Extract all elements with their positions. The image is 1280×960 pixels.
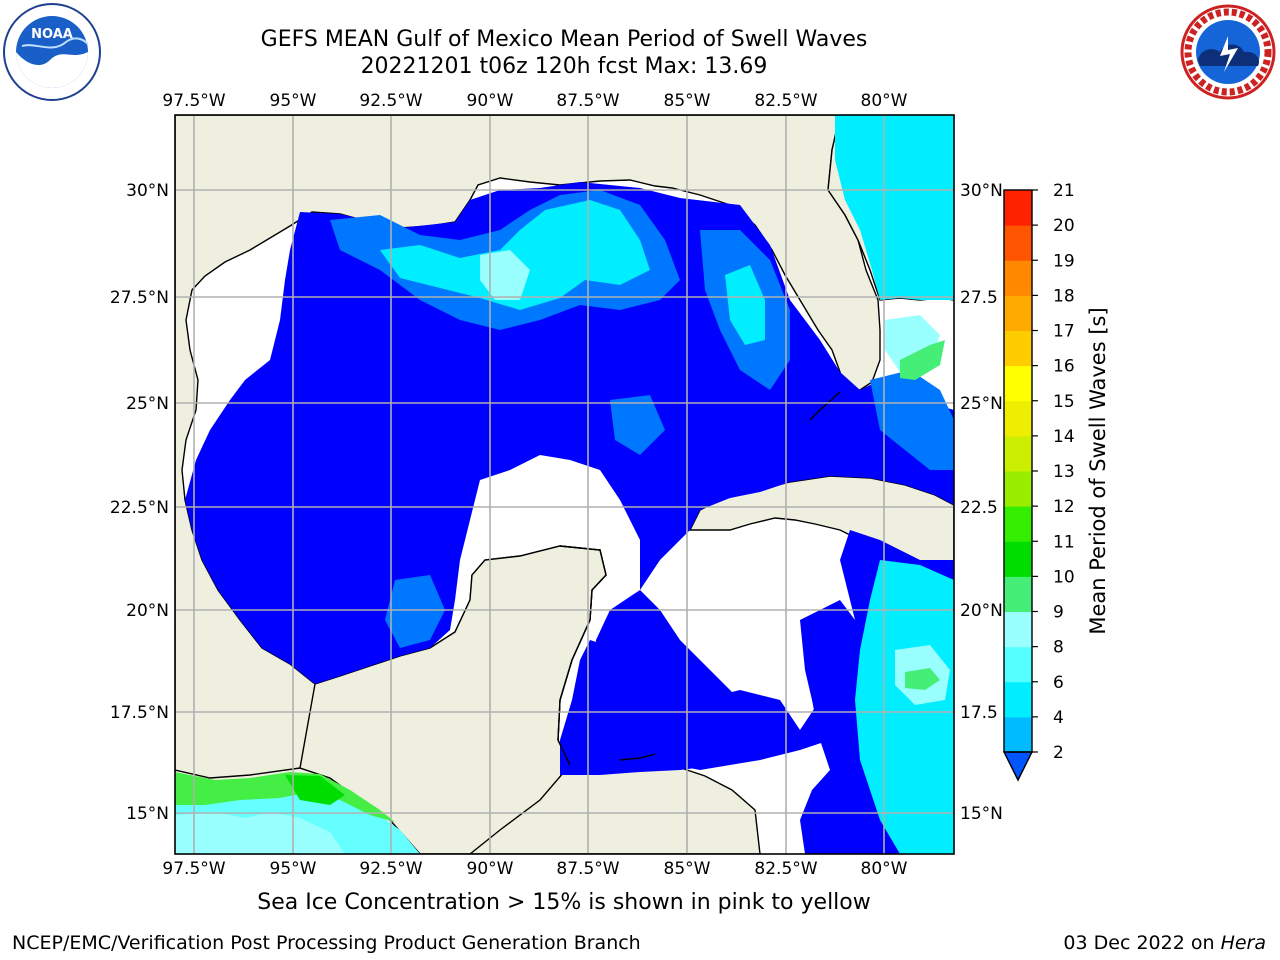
colorbar-bin <box>1004 260 1032 296</box>
lon-labels-top: 97.5°W 95°W 92.5°W 90°W 87.5°W 85°W 82.5… <box>162 91 907 111</box>
swell-region-2-4s-south <box>560 640 800 775</box>
colorbar-tick-label: 20 <box>1053 216 1075 236</box>
colorbar-bin <box>1004 611 1032 648</box>
colorbar-tick-label: 6 <box>1053 673 1064 693</box>
sea-ice-note: Sea Ice Concentration > 15% is shown in … <box>257 890 871 915</box>
lon-label-top: 80°W <box>861 91 908 111</box>
date-text: 03 Dec 2022 on Hera <box>1063 932 1266 954</box>
lat-label-right: 25°N <box>960 394 1003 414</box>
colorbar-tick-label: 19 <box>1053 251 1075 271</box>
credit-text: NCEP/EMC/Verification Post Processing Pr… <box>12 932 641 954</box>
colorbar-tick-label: 8 <box>1053 638 1064 658</box>
colorbar-bin <box>1004 646 1032 683</box>
lat-label-left: 25°N <box>126 394 169 414</box>
lat-label-right: 15°N <box>960 804 1003 824</box>
colorbar-tick-label: 4 <box>1053 708 1064 728</box>
map-frame <box>174 114 955 855</box>
gridlines <box>175 115 954 854</box>
colorbar-bin <box>1004 541 1032 577</box>
coastline-details <box>557 391 841 766</box>
lon-label-bottom: 92.5°W <box>359 859 422 879</box>
lat-label-left: 30°N <box>126 181 169 201</box>
swell-region-6-8s-caribbean <box>855 560 954 854</box>
lat-label-left: 20°N <box>126 601 169 621</box>
colorbar-bin <box>1004 471 1032 507</box>
colorbar-tick-label: 21 <box>1053 181 1075 201</box>
colorbar-bin <box>1004 330 1032 367</box>
lat-label-right: 20°N <box>960 601 1003 621</box>
colorbar-tick-label: 18 <box>1053 286 1075 306</box>
colorbar-tick-label: 10 <box>1053 567 1075 587</box>
swell-region-9-10s-b <box>905 668 940 690</box>
colorbar-tick-label: 2 <box>1053 743 1064 763</box>
lon-label-bottom: 90°W <box>467 859 514 879</box>
date-value: 03 Dec 2022 on <box>1063 932 1215 954</box>
swell-region-6-8s-east <box>835 115 954 300</box>
lon-label-bottom: 95°W <box>270 859 317 879</box>
lon-label-top: 87.5°W <box>556 91 619 111</box>
colorbar-tick-label: 13 <box>1053 462 1075 482</box>
lon-labels-bottom: 97.5°W 95°W 92.5°W 90°W 87.5°W 85°W 82.5… <box>162 859 907 879</box>
colorbar-tick-label: 12 <box>1053 497 1075 517</box>
colorbar-bin <box>1004 435 1032 472</box>
colorbar-bin <box>1004 576 1032 612</box>
plot-subtitle: 20221201 t06z 120h fcst Max: 13.69 <box>360 54 768 79</box>
lat-label-left: 27.5°N <box>110 288 169 308</box>
colorbar-bin <box>1004 716 1032 753</box>
lat-label-right: 17.5 <box>960 703 998 723</box>
colorbar-bin <box>1004 190 1032 226</box>
colorbar-bin <box>1004 225 1032 261</box>
swell-field <box>175 115 954 854</box>
swell-region-8-9s <box>480 250 530 300</box>
colorbar-bin <box>1004 295 1032 331</box>
colorbar-extension <box>1002 751 1034 782</box>
national-weather-service-logo <box>1180 4 1276 100</box>
swell-region-4-6s-d <box>385 575 445 648</box>
lat-label-left: 15°N <box>126 804 169 824</box>
colorbar-tick-label: 17 <box>1053 322 1075 342</box>
lat-labels-right: 30°N 27.5 25°N 22.5 20°N 17.5 15°N <box>960 181 1003 824</box>
lat-label-right: 30°N <box>960 181 1003 201</box>
colorbar-label: Mean Period of Swell Waves [s] <box>1086 307 1110 634</box>
colorbar-tick-label: 16 <box>1053 357 1075 377</box>
colorbar-tick-label: 11 <box>1053 532 1075 552</box>
lon-label-top: 92.5°W <box>359 91 422 111</box>
swell-pacific-field-green <box>175 772 395 822</box>
colorbar-tick-label: 9 <box>1053 603 1064 623</box>
map-area <box>175 115 954 854</box>
host-name: Hera <box>1220 932 1266 954</box>
colorbar-tick-label: 15 <box>1053 392 1075 412</box>
noaa-logo: NOAA <box>3 3 101 101</box>
lon-label-top: 90°W <box>467 91 514 111</box>
lon-label-top: 97.5°W <box>162 91 225 111</box>
colorbar-bin <box>1004 365 1032 402</box>
lat-label-left: 17.5°N <box>110 703 169 723</box>
lon-label-top: 82.5°W <box>754 91 817 111</box>
lon-label-bottom: 87.5°W <box>556 859 619 879</box>
lat-label-left: 22.5°N <box>110 498 169 518</box>
lat-label-right: 22.5 <box>960 498 998 518</box>
swell-region-4-6s-e <box>870 370 954 470</box>
swell-pacific-field-pale <box>175 812 345 854</box>
colorbar-bin <box>1004 400 1032 437</box>
lon-label-bottom: 80°W <box>861 859 908 879</box>
colorbar-bin <box>1004 681 1032 718</box>
svg-text:NOAA: NOAA <box>31 27 73 42</box>
swell-region-4-6s-c <box>610 395 665 455</box>
lat-label-right: 27.5 <box>960 288 998 308</box>
lon-label-bottom: 82.5°W <box>754 859 817 879</box>
lat-labels-left: 30°N 27.5°N 25°N 22.5°N 20°N 17.5°N 15°N <box>110 181 169 824</box>
swell-region-6-8s-b <box>725 265 765 345</box>
swell-pacific-field-bright <box>285 775 345 805</box>
plot-title: GEFS MEAN Gulf of Mexico Mean Period of … <box>260 27 868 52</box>
colorbar-bin <box>1004 506 1032 542</box>
lon-label-bottom: 85°W <box>664 859 711 879</box>
colorbar-tick-label: 14 <box>1053 427 1075 447</box>
colorbar: 2 4 6 8 9 10 11 12 13 14 15 16 17 18 19 20 21 <box>1002 181 1075 782</box>
swell-region-9-10s <box>900 340 945 380</box>
lon-label-bottom: 97.5°W <box>162 859 225 879</box>
lon-label-top: 95°W <box>270 91 317 111</box>
lon-label-top: 85°W <box>664 91 711 111</box>
